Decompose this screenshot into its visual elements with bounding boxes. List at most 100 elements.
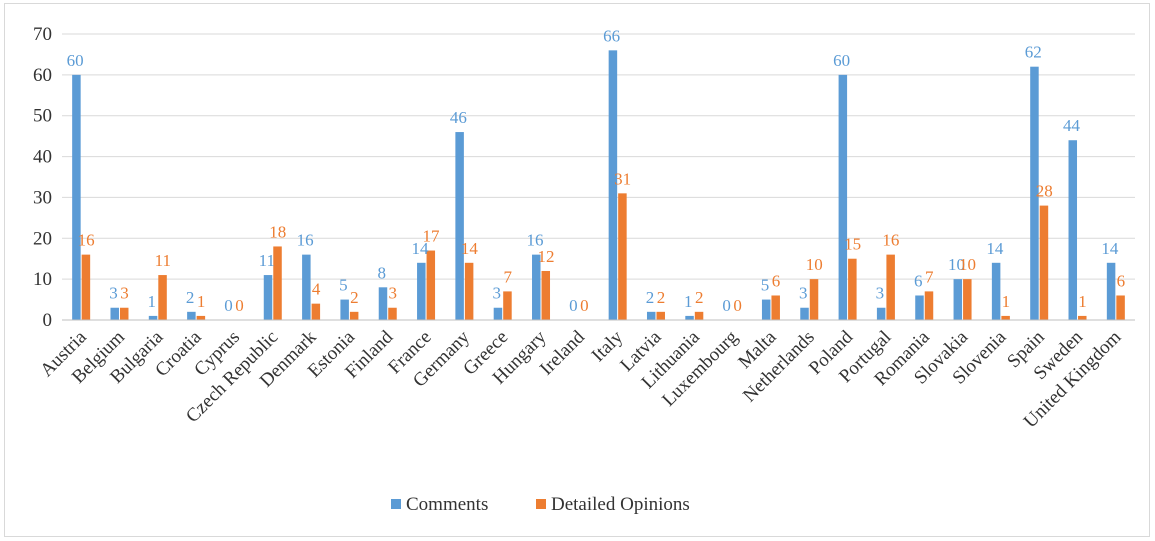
data-label-comments: 62: [1025, 43, 1042, 62]
bar-detailed-opinions: [273, 246, 282, 320]
data-label-detailed-opinions: 2: [350, 288, 359, 307]
data-label-detailed-opinions: 6: [772, 271, 781, 290]
bar-comments: [302, 254, 311, 320]
bar-comments: [761, 299, 771, 320]
data-label-comments: 1: [148, 292, 157, 311]
data-label-detailed-opinions: 18: [269, 222, 286, 241]
data-label-comments: 1: [684, 292, 693, 311]
y-axis: 0 10 20 30 40 50 60 70: [33, 24, 52, 331]
data-label-comments: 14: [1101, 239, 1119, 258]
bar-comments: [340, 299, 349, 320]
data-label-comments: 16: [297, 231, 314, 250]
bar-detailed-opinions: [464, 262, 474, 320]
y-tick-label: 70: [33, 24, 52, 45]
bar-detailed-opinions: [349, 311, 359, 320]
data-label-detailed-opinions: 3: [388, 284, 397, 303]
data-label-detailed-opinions: 0: [235, 296, 244, 315]
bar-detailed-opinions: [771, 295, 780, 320]
data-label-comments: 0: [224, 296, 233, 315]
y-tick-label: 0: [43, 310, 53, 331]
bar-comments: [455, 132, 464, 320]
data-label-detailed-opinions: 17: [423, 227, 441, 246]
legend-swatch: [391, 499, 401, 509]
bar-comments: [915, 295, 924, 320]
x-tick-label: Ireland: [536, 326, 589, 379]
data-label-detailed-opinions: 15: [844, 235, 861, 254]
data-label-comments: 5: [761, 276, 770, 295]
data-label-detailed-opinions: 0: [580, 296, 589, 315]
bar-comments: [685, 315, 694, 320]
bar-detailed-opinions: [81, 254, 91, 320]
data-label-comments: 2: [646, 288, 655, 307]
data-label-comments: 46: [450, 108, 467, 127]
bar-comments: [608, 50, 618, 320]
y-tick-label: 40: [33, 147, 52, 168]
data-label-comments: 14: [986, 239, 1004, 258]
data-label-comments: 0: [569, 296, 578, 315]
gridlines: [62, 33, 1135, 321]
data-label-detailed-opinions: 10: [959, 255, 976, 274]
data-label-detailed-opinions: 2: [695, 288, 704, 307]
legend: Comments Detailed Opinions: [391, 494, 690, 515]
bar-detailed-opinions: [924, 291, 934, 320]
y-tick-label: 50: [33, 106, 52, 127]
bar-detailed-opinions: [886, 254, 895, 320]
data-label-comments: 3: [492, 284, 501, 303]
data-label-comments: 10: [948, 255, 965, 274]
data-label-detailed-opinions: 16: [882, 231, 899, 250]
legend-label: Detailed Opinions: [551, 494, 690, 515]
bar-comments: [187, 311, 196, 320]
data-label-detailed-opinions: 2: [657, 288, 666, 307]
data-label-detailed-opinions: 16: [78, 231, 95, 250]
bar-detailed-opinions: [618, 193, 627, 320]
data-label-detailed-opinions: 31: [614, 169, 631, 188]
bar-detailed-opinions: [426, 250, 436, 320]
data-label-detailed-opinions: 4: [312, 280, 321, 299]
bar-comments: [991, 262, 1001, 320]
data-label-comments: 66: [603, 26, 620, 45]
bar-comments: [417, 262, 426, 320]
data-label-comments: 11: [259, 251, 275, 270]
y-tick-label: 20: [33, 228, 52, 249]
bar-detailed-opinions: [848, 258, 857, 320]
bar-comments: [72, 74, 81, 320]
data-label-comments: 3: [109, 284, 118, 303]
data-label-comments: 3: [799, 284, 808, 303]
legend-swatch: [536, 499, 546, 509]
bar-detailed-opinions: [656, 311, 665, 320]
data-label-comments: 0: [722, 296, 731, 315]
data-label-detailed-opinions: 14: [461, 239, 479, 258]
data-label-detailed-opinions: 1: [1078, 292, 1087, 311]
bar-comments: [1030, 66, 1039, 320]
bar-detailed-opinions: [1001, 315, 1010, 320]
chart-frame: 0 10 20 30 40 50 60 70 60 16 3 3 1 11 2 1 0 0 11 18 16 4 5 2 8 3…: [4, 3, 1150, 537]
data-label-detailed-opinions: 0: [733, 296, 742, 315]
data-label-detailed-opinions: 1: [1002, 292, 1011, 311]
bar-detailed-opinions: [503, 291, 512, 320]
data-label-comments: 60: [67, 51, 84, 70]
bar-comments: [493, 307, 503, 320]
data-label-comments: 8: [377, 263, 386, 282]
data-label-comments: 44: [1063, 116, 1081, 135]
bar-detailed-opinions: [311, 303, 321, 320]
bar-detailed-opinions: [196, 315, 206, 320]
bar-comments: [532, 254, 541, 320]
bar-detailed-opinions: [119, 307, 129, 320]
bar-detailed-opinions: [1116, 295, 1125, 320]
bar-detailed-opinions: [1039, 205, 1049, 320]
bar-comments: [263, 275, 273, 320]
data-label-detailed-opinions: 28: [1036, 182, 1053, 201]
bar-detailed-opinions: [541, 270, 551, 320]
bar-comments: [378, 287, 388, 320]
bar-detailed-opinions: [963, 279, 972, 320]
bar-comments: [800, 307, 809, 320]
bar-comments: [148, 315, 158, 320]
bar-detailed-opinions: [809, 279, 819, 320]
data-label-comments: 2: [186, 288, 195, 307]
bar-comments: [1068, 140, 1078, 320]
data-label-detailed-opinions: 7: [503, 267, 512, 286]
y-tick-label: 60: [33, 65, 52, 86]
data-label-comments: 60: [833, 51, 850, 70]
